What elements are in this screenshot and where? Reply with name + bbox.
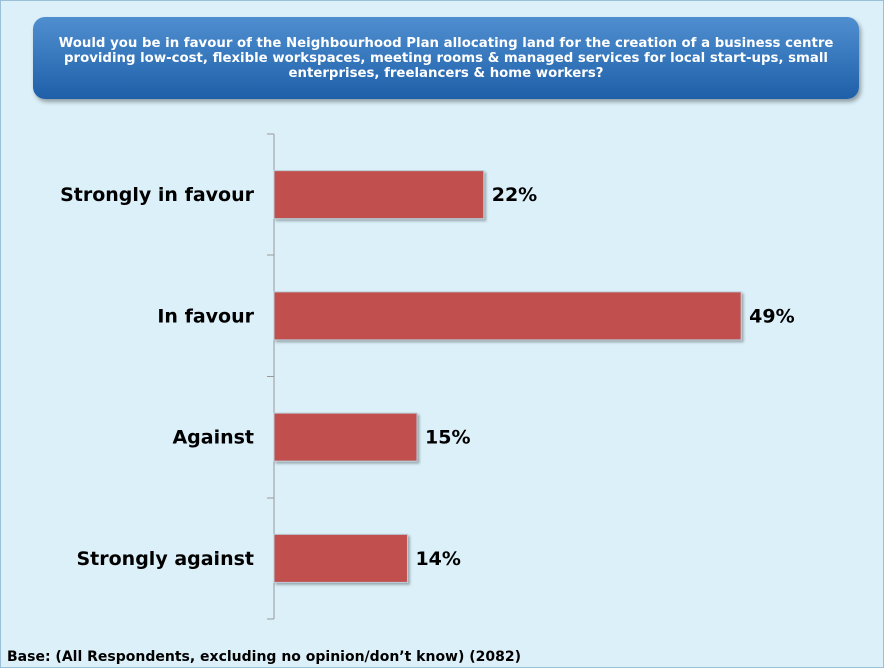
bar	[273, 170, 485, 220]
value-label: 22%	[492, 184, 537, 206]
value-label: 15%	[425, 427, 470, 449]
category-label: Strongly in favour	[60, 184, 255, 206]
bar	[273, 291, 742, 341]
chart-title: Would you be in favour of the Neighbourh…	[33, 17, 859, 99]
category-ticks	[267, 133, 274, 620]
bar	[273, 533, 408, 583]
category-label: Strongly against	[76, 548, 254, 570]
value-label: 14%	[415, 548, 460, 570]
category-label: In favour	[157, 305, 254, 327]
footnote: Base: (All Respondents, excluding no opi…	[7, 649, 522, 665]
value-label: 49%	[749, 305, 794, 327]
bar	[273, 412, 418, 462]
category-label: Against	[172, 427, 254, 449]
